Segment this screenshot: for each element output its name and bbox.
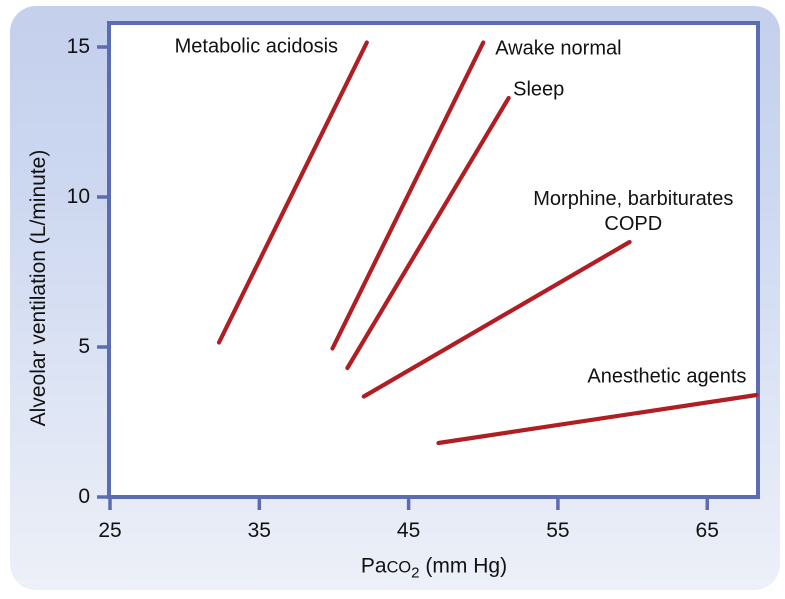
series-label-line: Sleep (513, 78, 565, 101)
plot-area (107, 21, 760, 499)
series-label: Sleep (513, 77, 564, 102)
series-label: Anesthetic agents (587, 365, 746, 390)
series-label-line: Anesthetic agents (587, 365, 747, 388)
x-axis-title-subscript: 2 (411, 564, 420, 582)
x-axis-title-units: (mm Hg) (419, 554, 508, 578)
x-tick-label: 65 (695, 519, 719, 542)
x-axis-title-pre: Pa (360, 554, 387, 578)
y-tick-label: 0 (78, 485, 90, 508)
series-label-line: Metabolic acidosis (174, 35, 339, 58)
series-label-line: Awake normal (495, 37, 622, 60)
y-tick-label: 15 (66, 35, 90, 58)
x-axis-title-smallcaps: co (386, 558, 412, 577)
y-tick-label: 10 (66, 185, 90, 208)
x-tick-label: 25 (98, 519, 122, 542)
y-tick-label: 5 (78, 335, 90, 358)
series-label-line: Morphine, barbiturates (533, 188, 734, 210)
series-label: Metabolic acidosis (175, 35, 338, 60)
y-axis-title: Alveolar ventilation (L/minute) (27, 149, 50, 427)
x-tick-label: 45 (396, 519, 421, 542)
x-axis-title: Paco2 (mm Hg) (361, 554, 507, 581)
series-label: Awake normal (495, 37, 621, 62)
series-label-line: COPD (604, 213, 663, 235)
series-label: Morphine, barbiturates COPD (533, 187, 733, 237)
x-tick-label: 35 (247, 519, 271, 542)
x-tick-label: 55 (546, 519, 570, 542)
